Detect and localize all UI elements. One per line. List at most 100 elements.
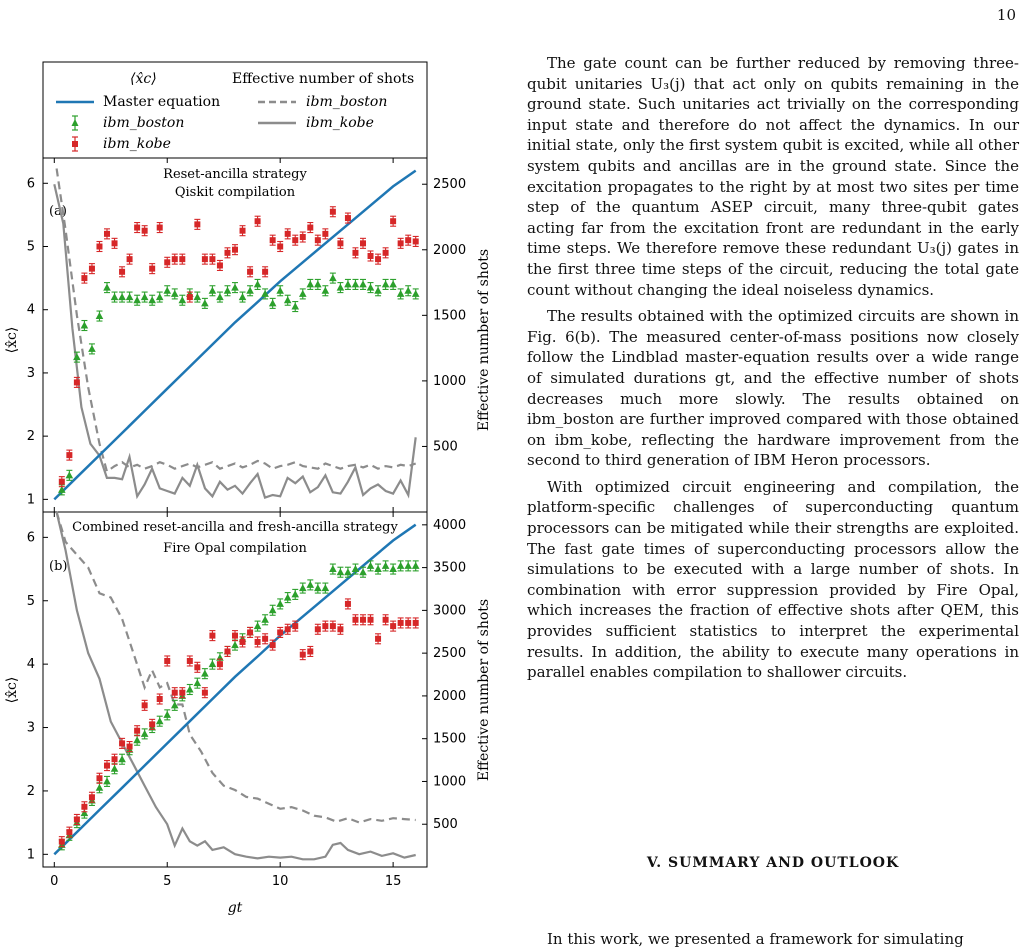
data-point-ibm-kobe <box>277 240 284 253</box>
data-point-ibm-boston <box>321 582 330 594</box>
ytick-label: 5 <box>27 240 35 255</box>
data-point-ibm-boston <box>314 582 322 594</box>
data-point-ibm-boston <box>246 285 254 297</box>
data-point-ibm-kobe <box>322 228 329 240</box>
data-point-ibm-boston <box>163 285 172 297</box>
data-point-ibm-boston <box>396 288 405 300</box>
xtick-label: 5 <box>163 874 171 889</box>
page-number: 10 <box>996 6 1016 24</box>
ytick-label: 4 <box>27 303 35 318</box>
data-point-ibm-kobe <box>119 737 126 749</box>
data-point-ibm-boston <box>253 278 262 290</box>
data-point-ibm-boston <box>140 291 149 303</box>
ytick-label: 2 <box>27 784 35 799</box>
data-point-ibm-kobe <box>194 218 201 230</box>
paragraph: With optimized circuit engineering and c… <box>527 477 1019 682</box>
data-point-ibm-boston <box>231 639 239 651</box>
data-point-ibm-kobe <box>367 250 374 262</box>
series-line-shots-ibm-boston <box>55 511 416 824</box>
data-point-ibm-kobe <box>111 753 118 765</box>
data-point-ibm-kobe <box>322 620 329 632</box>
data-point-ibm-kobe <box>299 649 306 661</box>
data-point-ibm-boston <box>193 291 202 303</box>
data-point-ibm-boston <box>291 301 300 313</box>
panel-b-subtitle: Fire Opal compilation <box>163 541 307 556</box>
ytick-label: 6 <box>27 530 35 545</box>
data-point-ibm-kobe <box>412 617 419 629</box>
data-point-ibm-boston <box>261 288 269 300</box>
y2tick-label: 1500 <box>433 308 466 323</box>
data-point-ibm-kobe <box>254 636 261 648</box>
data-point-ibm-boston <box>359 278 367 290</box>
data-point-ibm-boston <box>411 560 420 572</box>
data-point-ibm-kobe <box>344 212 351 224</box>
data-point-ibm-kobe <box>262 266 269 278</box>
legend-entry-4: ibm_kobe <box>306 115 374 131</box>
data-point-ibm-boston <box>336 282 345 294</box>
data-point-ibm-kobe <box>360 237 367 249</box>
ytick-label: 6 <box>27 176 35 191</box>
data-point-ibm-kobe <box>111 237 118 249</box>
legend-entry-3: ibm_boston <box>306 94 387 110</box>
xtick-label: 10 <box>272 874 289 889</box>
panel-b-xlabel: gt <box>228 900 243 916</box>
data-point-ibm-boston <box>306 278 315 290</box>
data-point-ibm-kobe <box>337 623 344 635</box>
legend-entry-2: ibm_kobe <box>103 136 171 152</box>
panel-b-y2label: Effective number of shots <box>476 599 492 781</box>
data-point-ibm-boston <box>110 291 119 303</box>
y2tick-label: 2000 <box>433 243 466 258</box>
data-point-ibm-kobe <box>164 655 171 667</box>
data-point-ibm-boston <box>65 469 74 481</box>
data-point-ibm-boston <box>381 560 390 572</box>
data-point-ibm-boston <box>374 563 382 575</box>
data-point-ibm-boston <box>389 563 397 575</box>
data-point-ibm-boston <box>118 753 126 765</box>
data-point-ibm-kobe <box>141 699 148 711</box>
data-point-ibm-boston <box>396 560 405 572</box>
data-point-ibm-kobe <box>344 598 351 610</box>
y2tick-label: 3500 <box>433 561 466 576</box>
paragraph-start: In this work, we presented a framework f… <box>547 930 964 948</box>
data-point-ibm-kobe <box>299 231 306 243</box>
ytick-label: 2 <box>27 429 35 444</box>
data-point-ibm-kobe <box>81 272 88 284</box>
data-point-ibm-kobe <box>73 376 80 388</box>
data-point-ibm-kobe <box>88 263 95 275</box>
data-point-ibm-boston <box>80 319 89 332</box>
data-point-ibm-kobe <box>375 633 382 645</box>
data-point-ibm-boston <box>118 291 126 303</box>
series-line-shots-ibm-kobe <box>53 183 417 500</box>
data-point-ibm-kobe <box>149 263 156 275</box>
ytick-label: 4 <box>27 657 35 672</box>
data-point-ibm-kobe <box>171 253 178 265</box>
data-point-ibm-boston <box>411 288 420 300</box>
data-point-ibm-kobe <box>66 449 73 461</box>
xtick-label: 15 <box>385 874 402 889</box>
data-point-ibm-boston <box>95 310 104 322</box>
data-point-ibm-kobe <box>382 614 389 626</box>
data-point-ibm-boston <box>88 343 96 355</box>
data-point-ibm-boston <box>110 763 119 775</box>
y2tick-label: 1000 <box>433 774 466 789</box>
data-point-ibm-kobe <box>103 760 110 772</box>
panel-a-label: (a) <box>49 204 67 219</box>
data-point-ibm-boston <box>366 560 375 572</box>
data-point-ibm-boston <box>404 285 412 297</box>
data-point-ibm-boston <box>201 668 209 680</box>
legend: ⟨x̂c⟩ Effective number of shots Master e… <box>42 61 428 159</box>
paragraph: The gate count can be further reduced by… <box>527 54 1019 299</box>
data-point-ibm-kobe <box>103 228 110 240</box>
data-point-ibm-kobe <box>201 253 208 265</box>
data-point-ibm-kobe <box>224 247 231 259</box>
data-point-ibm-boston <box>351 563 360 575</box>
data-point-ibm-kobe <box>134 725 141 737</box>
data-point-ibm-kobe <box>201 687 208 699</box>
data-point-ibm-boston <box>336 566 345 578</box>
data-point-ibm-kobe <box>307 221 314 234</box>
data-point-ibm-kobe <box>329 206 336 218</box>
data-point-ibm-kobe <box>81 801 88 813</box>
series-line-master-equation <box>53 169 417 501</box>
data-point-ibm-boston <box>404 560 412 572</box>
data-point-ibm-boston <box>329 272 337 284</box>
